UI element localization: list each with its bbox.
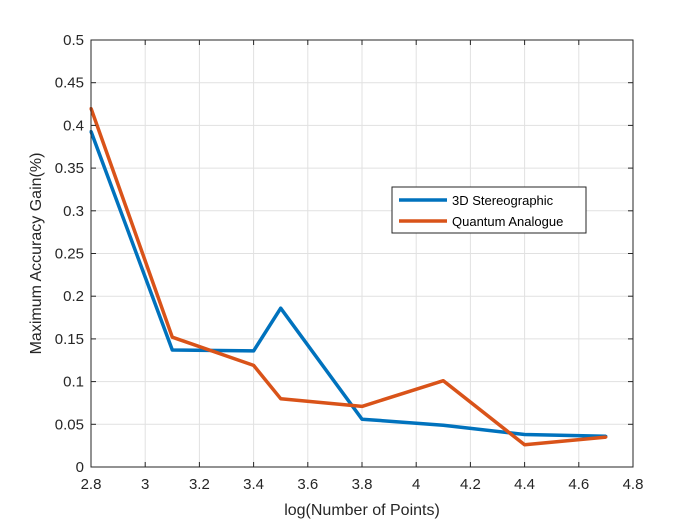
- y-tick-label: 0.4: [63, 117, 84, 134]
- y-tick-label: 0.3: [63, 203, 84, 220]
- x-tick-label: 4: [412, 476, 420, 493]
- grid-lines: [91, 40, 633, 467]
- x-axis-title: log(Number of Points): [284, 502, 440, 519]
- x-tick-label: 3.4: [243, 476, 264, 493]
- y-tick-labels: 0 0.05 0.1 0.15 0.2 0.25 0.3 0.35 0.4 0.45 0.5: [55, 32, 84, 476]
- y-tick-label: 0.05: [55, 416, 84, 433]
- x-tick-label: 3.2: [189, 476, 210, 493]
- y-tick-label: 0: [76, 459, 84, 476]
- data-point-3d-stereographic: [170, 348, 174, 352]
- series-line-quantum-analogue: [89, 107, 607, 447]
- legend-box: [391, 186, 587, 234]
- y-tick-label: 0.35: [55, 160, 84, 177]
- tick-marks: [90, 39, 634, 468]
- x-tick-labels: 2.8 3 3.2 3.4 3.6 3.8 4 4.2 4.4 4.6 4.8: [81, 476, 644, 493]
- data-point-quantum-analogue: [441, 379, 445, 383]
- data-point-quantum-analogue: [252, 363, 256, 367]
- y-tick-label: 0.5: [63, 32, 84, 49]
- data-point-quantum-analogue: [360, 404, 364, 408]
- data-point-3d-stereographic: [523, 433, 527, 437]
- data-point-quantum-analogue: [170, 335, 174, 339]
- x-tick-label: 3: [141, 476, 149, 493]
- legend-label-3d-stereographic: 3D Stereographic: [452, 193, 554, 208]
- y-tick-label: 0.15: [55, 331, 84, 348]
- data-point-3d-stereographic: [252, 349, 256, 353]
- x-tick-label: 4.4: [514, 476, 535, 493]
- y-tick-label: 0.45: [55, 75, 84, 92]
- y-axis-title: Maximum Accuracy Gain(%): [28, 153, 45, 355]
- legend: 3D Stereographic Quantum Analogue: [391, 186, 587, 234]
- data-point-quantum-analogue: [279, 397, 283, 401]
- y-tick-label: 0.2: [63, 288, 84, 305]
- x-tick-label: 2.8: [81, 476, 102, 493]
- x-tick-label: 3.6: [297, 476, 318, 493]
- y-tick-label: 0.25: [55, 246, 84, 263]
- data-point-quantum-analogue: [604, 435, 608, 439]
- data-point-3d-stereographic: [360, 417, 364, 421]
- data-point-quantum-analogue: [523, 443, 527, 447]
- x-tick-label: 4.2: [460, 476, 481, 493]
- legend-label-quantum-analogue: Quantum Analogue: [452, 214, 563, 229]
- data-series: [89, 106, 608, 447]
- data-point-3d-stereographic: [441, 423, 445, 427]
- x-tick-label: 4.6: [568, 476, 589, 493]
- data-point-3d-stereographic: [279, 306, 283, 310]
- x-tick-label: 4.8: [623, 476, 644, 493]
- y-tick-label: 0.1: [63, 374, 84, 391]
- x-tick-label: 3.8: [352, 476, 373, 493]
